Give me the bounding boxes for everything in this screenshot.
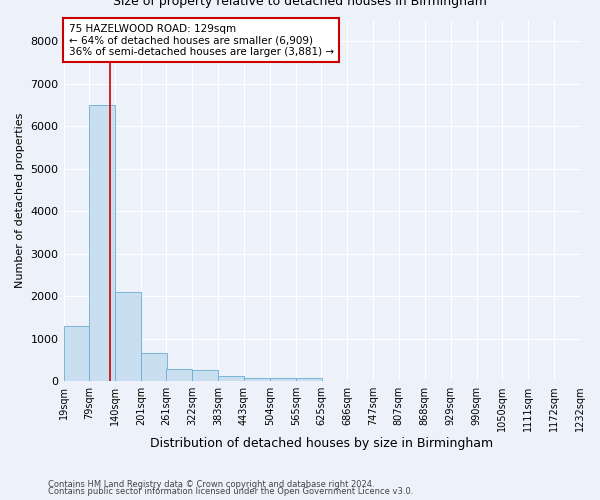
Bar [244, 378, 270, 381]
Text: Contains HM Land Registry data © Crown copyright and database right 2024.: Contains HM Land Registry data © Crown c… [48, 480, 374, 489]
Bar [141, 354, 167, 381]
Text: 75 HAZELWOOD ROAD: 129sqm
← 64% of detached houses are smaller (6,909)
36% of se: 75 HAZELWOOD ROAD: 129sqm ← 64% of detac… [69, 24, 334, 57]
Bar [296, 378, 322, 381]
Bar [270, 378, 296, 381]
Bar [166, 369, 193, 381]
Bar [64, 326, 89, 381]
Y-axis label: Number of detached properties: Number of detached properties [15, 113, 25, 288]
Text: Size of property relative to detached houses in Birmingham: Size of property relative to detached ho… [113, 0, 487, 8]
Bar [115, 292, 141, 381]
Bar [193, 370, 218, 381]
X-axis label: Distribution of detached houses by size in Birmingham: Distribution of detached houses by size … [150, 437, 493, 450]
Bar [89, 105, 115, 381]
Bar [218, 376, 244, 381]
Text: Contains public sector information licensed under the Open Government Licence v3: Contains public sector information licen… [48, 487, 413, 496]
